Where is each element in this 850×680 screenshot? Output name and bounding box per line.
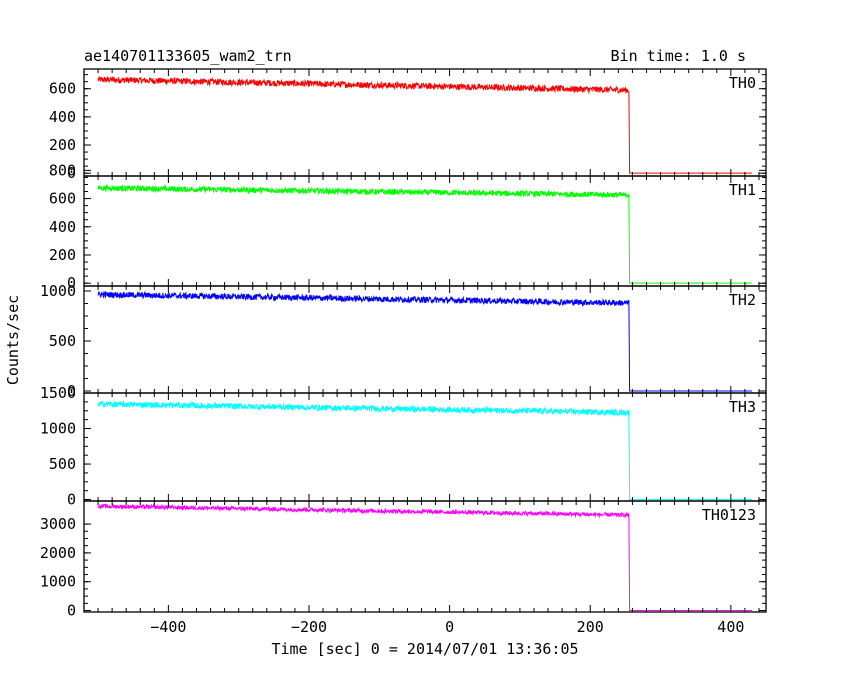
panel-label: TH1 — [729, 181, 756, 199]
panel-label: TH3 — [729, 398, 756, 416]
y-tick-label: 600 — [49, 190, 76, 208]
y-tick-label: 500 — [49, 332, 76, 350]
x-tick-label: 0 — [445, 618, 454, 636]
y-tick-label: 1000 — [40, 282, 76, 300]
bin-time-label: Bin time: 1.0 s — [611, 47, 746, 65]
y-tick-label: 0 — [67, 491, 76, 509]
y-tick-label: 200 — [49, 136, 76, 154]
y-tick-label: 3000 — [40, 515, 76, 533]
series-line-th0123 — [97, 503, 752, 612]
panel-label: TH0123 — [702, 506, 756, 524]
y-axis-label: Counts/sec — [4, 295, 22, 385]
series-line-th2 — [97, 290, 752, 392]
y-tick-label: 1000 — [40, 420, 76, 438]
series-line-th3 — [97, 399, 752, 501]
y-tick-label: 800 — [49, 161, 76, 179]
y-tick-label: 200 — [49, 246, 76, 264]
panel-frame — [83, 175, 767, 287]
y-tick-label: 400 — [49, 218, 76, 236]
panel-th0: 0 200 400 600 TH0 — [49, 68, 767, 182]
panel-th2: 0 500 1000 TH2 — [40, 282, 767, 400]
y-tick-label: 500 — [49, 455, 76, 473]
series-line-th1 — [97, 183, 752, 284]
y-tick-label: 1500 — [40, 384, 76, 402]
y-tick-label: 0 — [67, 274, 76, 292]
y-tick-label: 400 — [49, 108, 76, 126]
x-tick-label: 200 — [577, 618, 604, 636]
panel-label: TH2 — [729, 291, 756, 309]
y-tick-label: 2000 — [40, 544, 76, 562]
chart-title: ae140701133605_wam2_trn — [84, 47, 292, 65]
panel-th0123: 0 1000 2000 3000 TH0123 — [40, 500, 767, 620]
panel-frame — [83, 500, 767, 613]
y-tick-label: 600 — [49, 80, 76, 98]
x-axis-label: Time [sec] 0 = 2014/07/01 13:36:05 — [271, 640, 578, 658]
x-tick-label: −400 — [150, 618, 186, 636]
panels-group: 0 200 400 600 TH0 0 200 400 600 800 TH1 0 500 1000 TH2… — [40, 68, 767, 620]
x-tick-label: 400 — [717, 618, 744, 636]
y-tick-label: 0 — [67, 164, 76, 182]
series-line-th0 — [97, 75, 752, 174]
y-tick-label: 0 — [67, 602, 76, 620]
y-tick-label: 0 — [67, 382, 76, 400]
panel-label: TH0 — [729, 74, 756, 92]
x-tick-label: −200 — [291, 618, 327, 636]
x-axis: −400 −200 0 200 400 — [150, 618, 744, 636]
panel-th1: 0 200 400 600 800 TH1 — [49, 161, 767, 292]
y-tick-label: 1000 — [40, 573, 76, 591]
panel-th3: 0 500 1000 1500 TH3 — [40, 384, 767, 509]
